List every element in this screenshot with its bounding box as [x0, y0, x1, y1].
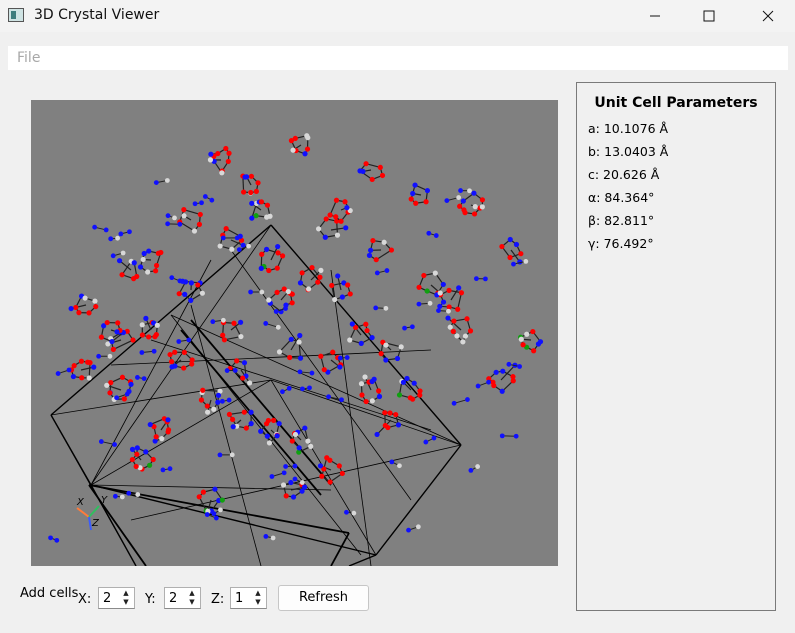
axis-label-z: Z: [91, 518, 100, 529]
param-a: a: 10.1076 Å: [588, 121, 669, 136]
param-beta: β: 82.811°: [588, 213, 655, 228]
crystal-viewport[interactable]: X Y Z: [31, 100, 558, 566]
window-title: 3D Crystal Viewer: [34, 7, 160, 23]
menu-bar: File: [8, 46, 788, 70]
y-label: Y:: [145, 592, 156, 607]
molecule-layer: [48, 133, 544, 543]
param-gamma: γ: 76.492°: [588, 236, 654, 251]
menu-file[interactable]: File: [17, 50, 41, 66]
close-icon: [762, 10, 774, 22]
add-cells-label: Add cells: [20, 586, 79, 601]
title-bar: 3D Crystal Viewer: [0, 0, 795, 32]
maximize-icon: [703, 10, 715, 22]
unit-cell-panel: Unit Cell Parameters a: 10.1076 Å b: 13.…: [576, 82, 776, 611]
x-up-arrow-icon[interactable]: ▲: [123, 589, 129, 597]
z-spinbox[interactable]: 1 ▲ ▼: [230, 587, 267, 609]
z-up-arrow-icon[interactable]: ▲: [255, 589, 261, 597]
x-down-arrow-icon[interactable]: ▼: [123, 598, 129, 606]
y-up-arrow-icon[interactable]: ▲: [189, 589, 195, 597]
cell-controls: Add cells X: 2 ▲ ▼ Y: 2 ▲ ▼ Z: 1 ▲ ▼ Ref…: [0, 580, 560, 620]
y-spinbox[interactable]: 2 ▲ ▼: [164, 587, 201, 609]
axis-label-x: X: [76, 497, 85, 508]
axis-triad: X Y Z: [76, 495, 108, 531]
axis-label-y: Y: [101, 495, 108, 506]
z-down-arrow-icon[interactable]: ▼: [255, 598, 261, 606]
y-down-arrow-icon[interactable]: ▼: [189, 598, 195, 606]
param-alpha: α: 84.364°: [588, 190, 655, 205]
maximize-button[interactable]: [686, 0, 732, 32]
y-value: 2: [169, 591, 178, 606]
minimize-icon: [650, 15, 660, 17]
refresh-button[interactable]: Refresh: [278, 585, 369, 611]
app-icon: [8, 8, 24, 22]
x-spinbox[interactable]: 2 ▲ ▼: [98, 587, 135, 609]
minimize-button[interactable]: [632, 0, 678, 32]
z-label: Z:: [211, 592, 225, 607]
param-b: b: 13.0403 Å: [588, 144, 669, 159]
close-button[interactable]: [745, 0, 791, 32]
x-label: X:: [78, 592, 92, 607]
param-c: c: 20.626 Å: [588, 167, 660, 182]
panel-title: Unit Cell Parameters: [594, 95, 758, 111]
x-value: 2: [103, 591, 112, 606]
z-value: 1: [235, 591, 244, 606]
